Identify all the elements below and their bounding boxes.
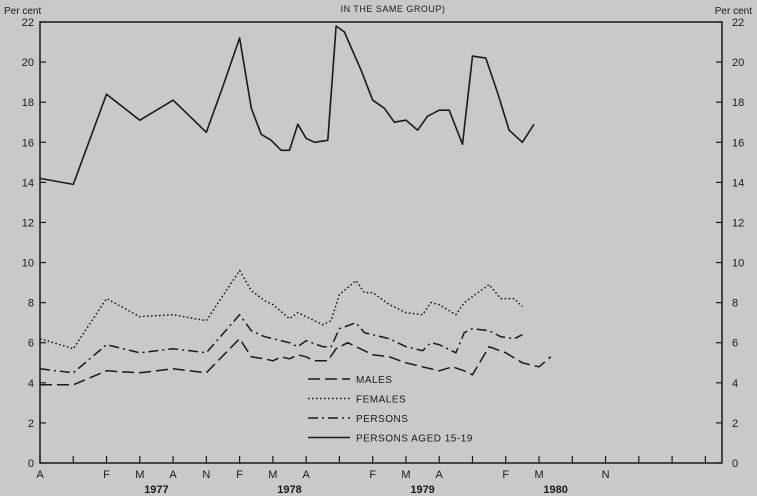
year-label: 1978 xyxy=(277,484,301,496)
y-tick-label-left: 12 xyxy=(22,217,34,229)
x-tick-label: M xyxy=(534,469,543,481)
x-tick-label: N xyxy=(602,469,610,481)
y-tick-label-left: 22 xyxy=(22,17,34,29)
y-tick-label-right: 4 xyxy=(732,378,738,390)
series-line-females xyxy=(39,269,523,350)
y-axis-right: 0 2 4 6 8 10 12 14 16 18 20 22 xyxy=(716,17,744,470)
chart-header-fragment: IN THE SAME GROUP) xyxy=(341,4,446,14)
legend-label: MALES xyxy=(356,375,392,386)
plot-frame xyxy=(39,21,723,464)
x-tick-label: A xyxy=(436,469,444,481)
y-tick-label-left: 10 xyxy=(22,258,34,270)
x-tick-label: F xyxy=(369,469,376,481)
year-label: 1977 xyxy=(144,484,168,496)
y-tick-label-left: 6 xyxy=(28,338,34,350)
y-tick-label-right: 16 xyxy=(732,137,744,149)
y-tick-label-right: 2 xyxy=(732,418,738,430)
y-tick-label-left: 20 xyxy=(22,57,34,69)
y-tick-label-left: 0 xyxy=(28,458,34,470)
x-tick-label: F xyxy=(236,469,243,481)
y-tick-label-right: 20 xyxy=(732,57,744,69)
x-tick-label: N xyxy=(202,469,210,481)
y-tick-label-right: 0 xyxy=(732,458,738,470)
series-line-persons-aged-15-19 xyxy=(39,25,535,186)
legend-label: FEMALES xyxy=(356,395,406,406)
y-tick-label-right: 12 xyxy=(732,217,744,229)
y-tick-label-right: 18 xyxy=(732,97,744,109)
y-tick-label-left: 14 xyxy=(22,177,34,189)
x-tick-label: M xyxy=(135,469,144,481)
series-lines xyxy=(39,25,552,386)
series-line-persons xyxy=(39,313,523,374)
y-tick-label-right: 8 xyxy=(732,298,738,310)
legend-label: PERSONS xyxy=(356,414,408,425)
x-tick-label: A xyxy=(302,469,310,481)
y-tick-label-left: 2 xyxy=(28,418,34,430)
y-tick-label-right: 10 xyxy=(732,258,744,270)
y-tick-label-left: 4 xyxy=(28,378,34,390)
y-tick-label-left: 16 xyxy=(22,137,34,149)
x-tick-label: A xyxy=(36,469,44,481)
year-label: 1980 xyxy=(543,484,567,496)
y-tick-label-left: 18 xyxy=(22,97,34,109)
legend: MALES FEMALES PERSONS PERSONS AGED 15-19 xyxy=(308,375,473,445)
y-tick-label-right: 22 xyxy=(732,17,744,29)
x-tick-label: M xyxy=(401,469,410,481)
y-tick-label-right: 6 xyxy=(732,338,738,350)
y-tick-label-left: 8 xyxy=(28,298,34,310)
y-axis-left: 0 2 4 6 8 10 12 14 16 18 20 22 xyxy=(22,17,46,470)
x-tick-label: A xyxy=(169,469,177,481)
year-label: 1979 xyxy=(410,484,434,496)
x-tick-label: F xyxy=(502,469,509,481)
legend-label: PERSONS AGED 15-19 xyxy=(356,434,473,445)
y-axis-unit-right: Per cent xyxy=(715,6,752,17)
x-tick-label: M xyxy=(268,469,277,481)
y-axis-unit-left: Per cent xyxy=(4,6,41,17)
series-line-males xyxy=(40,337,552,386)
year-labels: 1977 1978 1979 1980 xyxy=(144,484,568,496)
y-tick-label-right: 14 xyxy=(732,177,744,189)
x-tick-label: F xyxy=(103,469,110,481)
